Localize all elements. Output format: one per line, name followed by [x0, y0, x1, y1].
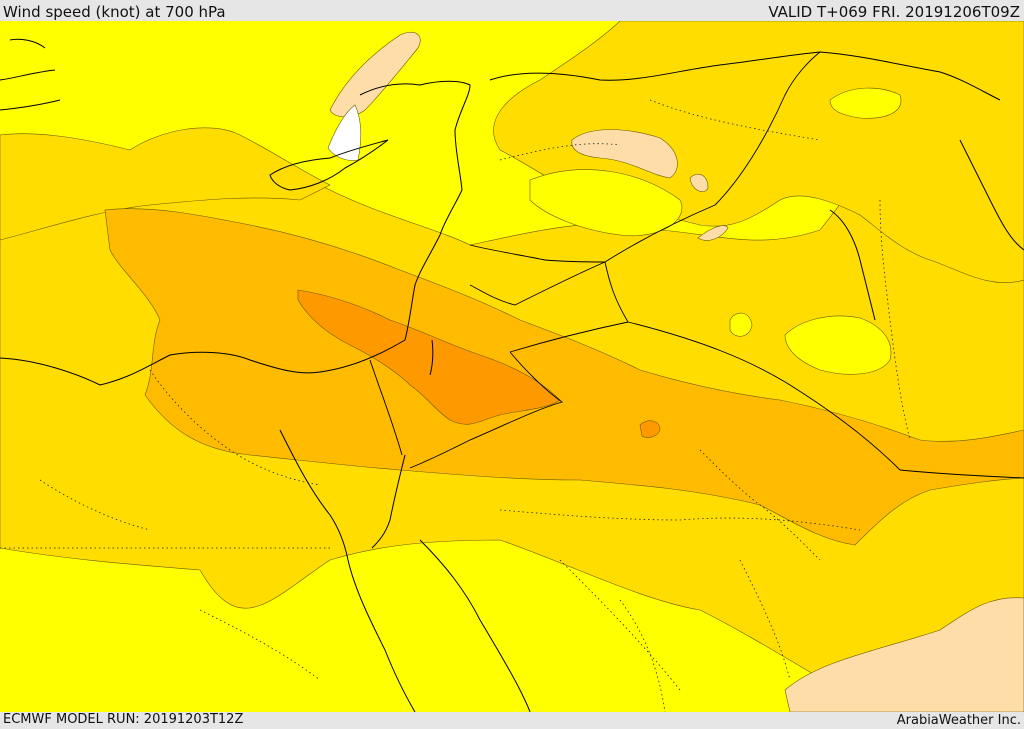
wind-band-calmest — [327, 104, 361, 161]
wind-band-light — [829, 87, 902, 119]
wind-band-light — [729, 312, 753, 337]
model-run: ECMWF MODEL RUN: 20191203T12Z — [3, 712, 244, 727]
wind-band-mid — [493, 21, 1024, 284]
header-bar — [0, 0, 1024, 21]
wind-band-stronger — [297, 289, 561, 425]
valid-time: VALID T+069 FRI. 20191206T09Z — [768, 3, 1020, 21]
footer-bar — [0, 712, 1024, 729]
wind-band-calm — [784, 597, 1024, 712]
wind-band-stronger — [639, 420, 661, 438]
wind-band-light — [784, 315, 892, 375]
credit-label: ArabiaWeather Inc. — [896, 713, 1021, 728]
country-borders — [369, 51, 1024, 479]
wind-band-calm — [689, 173, 709, 192]
coastlines — [0, 38, 1024, 712]
wind-speed-map[interactable] — [0, 21, 1024, 712]
wind-band-strong — [104, 208, 1024, 546]
admin-boundaries — [0, 99, 911, 712]
wind-band-light — [529, 169, 683, 237]
wind-band-calm — [697, 225, 729, 241]
wind-band-calm — [571, 129, 678, 179]
map-title: Wind speed (knot) at 700 hPa — [3, 3, 226, 21]
